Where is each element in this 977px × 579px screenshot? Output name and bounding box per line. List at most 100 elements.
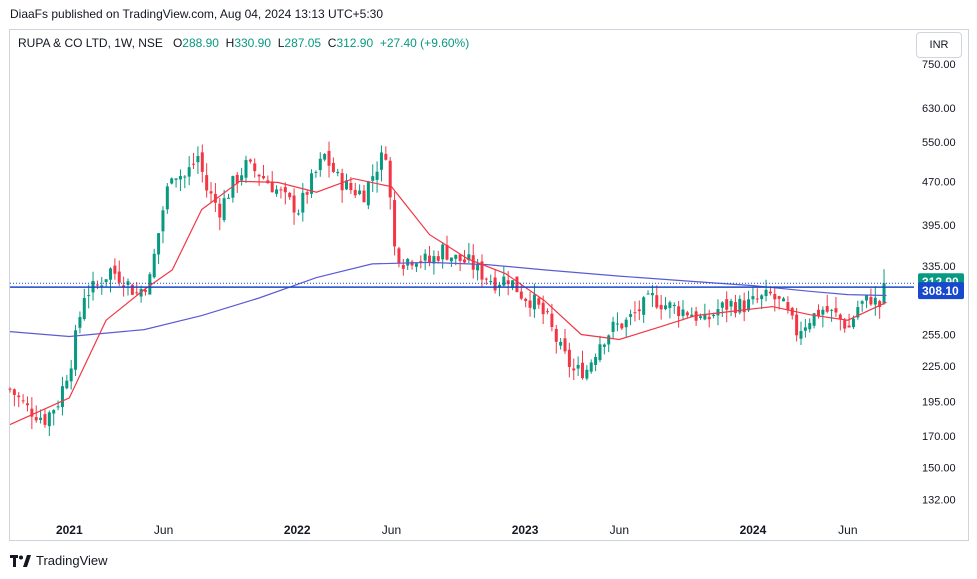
candle xyxy=(445,235,449,261)
candle-body xyxy=(196,156,200,163)
candle xyxy=(39,409,43,424)
candle-body xyxy=(690,314,694,318)
candle xyxy=(213,183,217,212)
candle-body xyxy=(637,309,641,312)
candle xyxy=(694,306,698,326)
candle-body xyxy=(143,290,147,292)
candle xyxy=(253,158,257,178)
candle-body xyxy=(454,254,458,259)
candle-body xyxy=(668,302,672,308)
candle-body xyxy=(336,171,340,174)
x-tick-label: Jun xyxy=(610,523,629,537)
candle-body xyxy=(52,410,56,414)
candle-body xyxy=(366,182,370,206)
candle-body xyxy=(493,277,497,291)
candle xyxy=(192,152,196,169)
candle-body xyxy=(288,192,292,198)
candle xyxy=(624,317,628,338)
candle xyxy=(283,182,287,205)
candle xyxy=(336,168,340,177)
candle xyxy=(449,257,453,267)
candle xyxy=(34,405,38,423)
candle xyxy=(642,296,646,323)
change-value: +27.40 (+9.60%) xyxy=(379,36,470,50)
candle xyxy=(502,266,506,287)
candle-body xyxy=(117,271,121,283)
candle xyxy=(615,312,619,332)
candle-body xyxy=(165,186,169,210)
candle-body xyxy=(546,311,550,313)
candle-body xyxy=(467,254,471,261)
candle xyxy=(196,146,200,174)
candles-layer xyxy=(8,141,886,437)
candle xyxy=(139,285,143,303)
candle xyxy=(795,307,799,342)
candle-body xyxy=(43,414,47,425)
candle xyxy=(790,306,794,320)
y-tick-label: 132.00 xyxy=(922,495,956,507)
candle xyxy=(664,297,668,311)
candle xyxy=(257,173,261,186)
candle-body xyxy=(423,253,427,261)
candle xyxy=(275,185,279,197)
candle-body xyxy=(275,189,279,194)
candle-body xyxy=(524,298,528,301)
candle xyxy=(366,180,370,210)
candle xyxy=(327,141,331,178)
candle-body xyxy=(161,210,165,232)
x-tick-label: Jun xyxy=(838,523,857,537)
candle xyxy=(353,182,357,198)
candle xyxy=(480,254,484,288)
candle-body xyxy=(532,294,536,310)
candle xyxy=(87,284,91,309)
candle xyxy=(738,295,742,315)
candle-body xyxy=(270,181,274,193)
candle-body xyxy=(615,323,619,325)
y-tick-label: 630.00 xyxy=(922,103,956,115)
candle-body xyxy=(733,302,737,314)
open-value: 288.90 xyxy=(182,36,219,50)
candle-body xyxy=(34,417,38,421)
y-tick-label: 255.00 xyxy=(922,330,956,342)
candle xyxy=(707,309,711,328)
y-tick-label: 750.00 xyxy=(922,59,956,71)
candle xyxy=(384,146,388,161)
candle xyxy=(655,285,659,310)
candle-body xyxy=(314,171,318,173)
candle xyxy=(310,169,314,199)
candle xyxy=(532,283,536,318)
candle-body xyxy=(476,263,480,271)
candle-body xyxy=(502,276,506,286)
price-axis: 750.00 630.00 550.00 470.00 395.00 335.00 255.… xyxy=(918,59,964,507)
candle xyxy=(25,396,29,412)
low-value: 287.05 xyxy=(284,36,322,50)
candle-body xyxy=(602,344,606,347)
candle-body xyxy=(589,362,593,372)
candle-body xyxy=(515,276,519,293)
candle-body xyxy=(681,309,685,316)
candle-body xyxy=(283,187,287,193)
candle-body xyxy=(349,182,353,191)
candle xyxy=(362,184,366,203)
currency-button[interactable]: INR xyxy=(916,32,962,58)
candle xyxy=(209,182,213,204)
candle-body xyxy=(550,313,554,327)
candle-body xyxy=(78,317,82,328)
tradingview-brand[interactable]: TradingView xyxy=(10,553,108,568)
candle xyxy=(629,309,633,326)
candle-body xyxy=(340,173,344,191)
candle xyxy=(323,152,327,162)
candle-body xyxy=(856,307,860,318)
candle-body xyxy=(834,308,838,313)
publish-info: DiaaFs published on TradingView.com, Aug… xyxy=(10,7,384,21)
candle-body xyxy=(218,203,222,218)
candle xyxy=(607,334,611,353)
candle xyxy=(56,400,60,411)
candle xyxy=(113,258,117,280)
candle xyxy=(261,164,265,180)
candle-body xyxy=(209,191,213,194)
candle-body xyxy=(506,280,510,285)
candle xyxy=(47,410,51,437)
candle xyxy=(17,392,21,408)
